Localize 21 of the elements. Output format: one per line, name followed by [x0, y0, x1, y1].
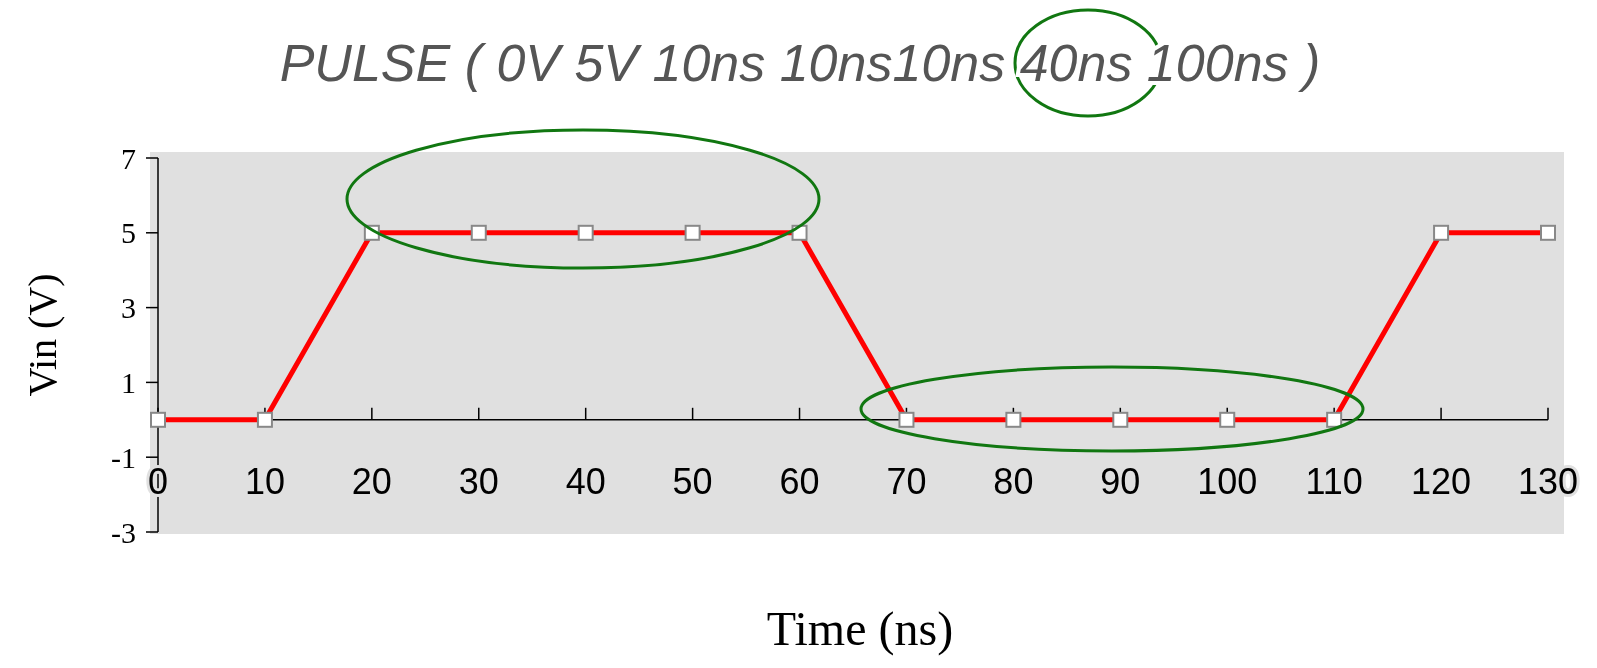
y-tick-label: 1 [121, 365, 136, 399]
y-tick-label: 3 [121, 291, 136, 325]
x-tick-label: 10 [244, 461, 285, 503]
y-axis-title: Vin (V) [19, 273, 65, 397]
y-tick-label: -1 [111, 440, 136, 474]
x-tick-label: 70 [886, 461, 927, 503]
x-tick-label: 130 [1517, 461, 1579, 503]
x-axis-title: Time (ns) [766, 601, 954, 656]
x-tick-label: 110 [1305, 461, 1363, 503]
x-tick-label: 30 [458, 461, 499, 503]
y-tick-label: 5 [121, 216, 136, 250]
x-tick-label: 120 [1411, 461, 1472, 503]
x-tick-label: 80 [993, 461, 1034, 503]
x-tick-label: 100 [1197, 461, 1258, 503]
x-tick-label: 40 [565, 461, 606, 503]
x-tick-label: 90 [1100, 461, 1141, 503]
y-tick-label: -3 [111, 515, 136, 549]
x-tick-label: 20 [351, 461, 392, 503]
x-tick-label: 60 [779, 461, 820, 503]
x-tick-label: 50 [672, 461, 713, 503]
y-tick-label: 7 [121, 141, 136, 175]
